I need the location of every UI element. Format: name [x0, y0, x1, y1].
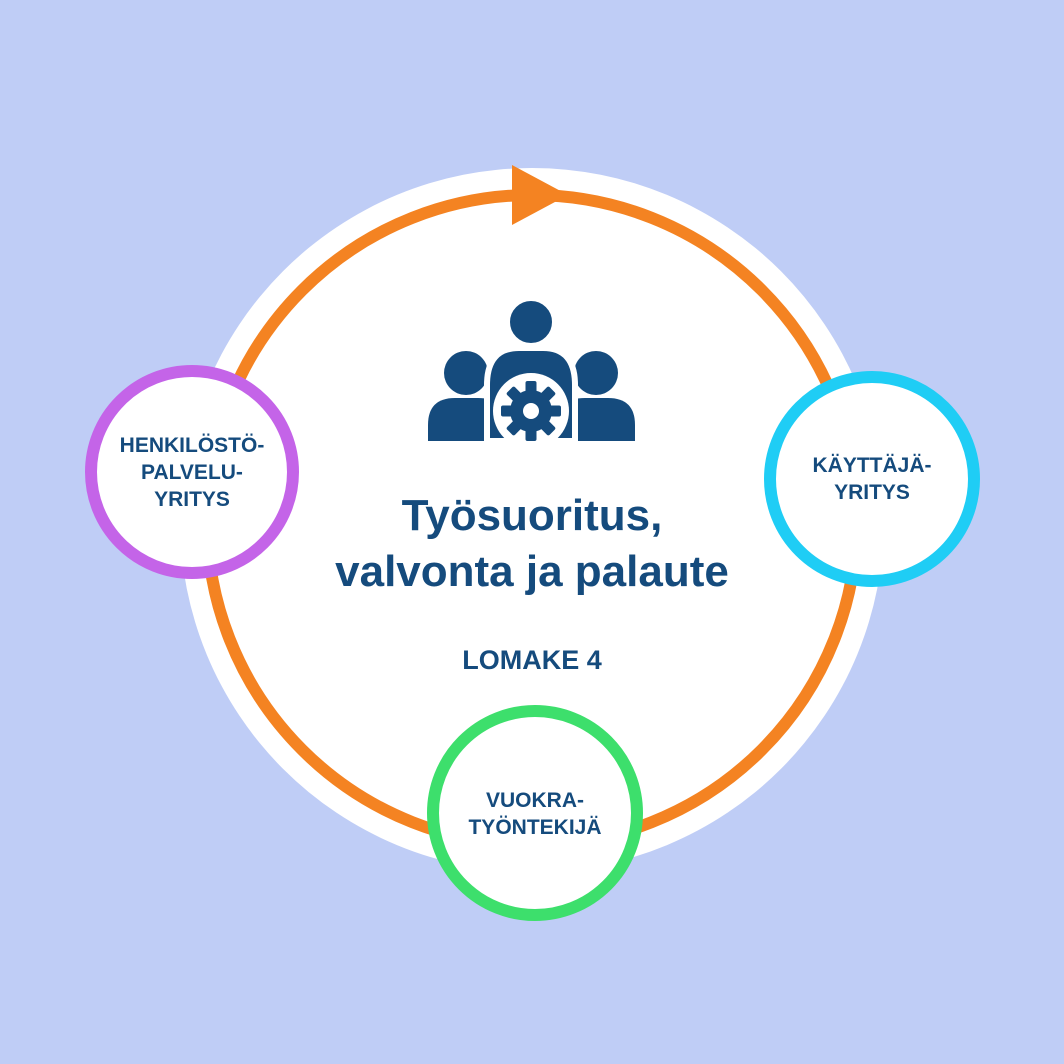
node-label-line: TYÖNTEKIJÄ — [468, 816, 602, 839]
node-label-line: KÄYTTÄJÄ- — [812, 454, 932, 477]
node-label-line: YRITYS — [154, 488, 230, 511]
diagram-title: Työsuoritus, valvonta ja palaute — [232, 488, 832, 600]
cycle-arrow-icon — [512, 165, 568, 225]
node-label-line: PALVELU- — [141, 461, 243, 484]
node-label-line: HENKILÖSTÖ- — [119, 434, 265, 457]
node-label-line: VUOKRA- — [486, 789, 584, 812]
white-backdrop-circle — [180, 168, 884, 872]
title-line-1: Työsuoritus, — [401, 491, 663, 540]
node-circle-henkilostopalveluyritys — [85, 365, 299, 579]
node-label-line: YRITYS — [834, 481, 910, 504]
people-gear-icon — [428, 295, 635, 449]
node-circle-kayttajayritys — [764, 371, 980, 587]
node-circle-vuokratyontekija — [427, 705, 643, 921]
node-label-kayttajayritys: KÄYTTÄJÄ- YRITYS — [782, 452, 962, 506]
title-line-2: valvonta ja palaute — [335, 547, 729, 596]
node-label-henkilostopalveluyritys: HENKILÖSTÖ- PALVELU- YRITYS — [92, 432, 292, 513]
node-label-vuokratyontekija: VUOKRA- TYÖNTEKIJÄ — [435, 787, 635, 841]
form-label: LOMAKE 4 — [462, 645, 602, 675]
